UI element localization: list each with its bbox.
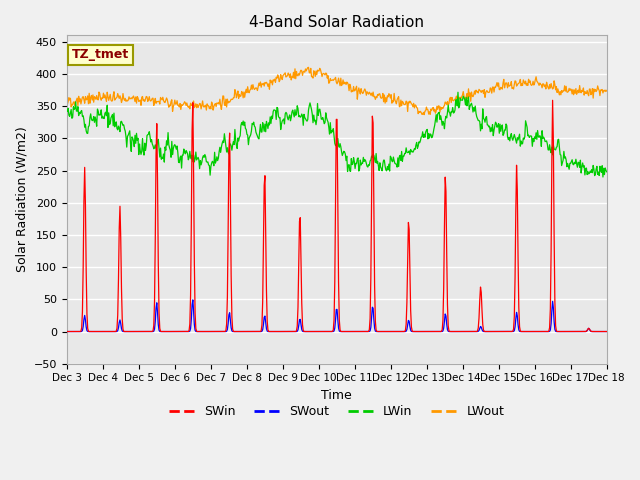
X-axis label: Time: Time <box>321 389 352 402</box>
Y-axis label: Solar Radiation (W/m2): Solar Radiation (W/m2) <box>15 127 28 273</box>
Title: 4-Band Solar Radiation: 4-Band Solar Radiation <box>249 15 424 30</box>
Legend: SWin, SWout, LWin, LWout: SWin, SWout, LWin, LWout <box>164 400 509 423</box>
Text: TZ_tmet: TZ_tmet <box>72 48 129 61</box>
